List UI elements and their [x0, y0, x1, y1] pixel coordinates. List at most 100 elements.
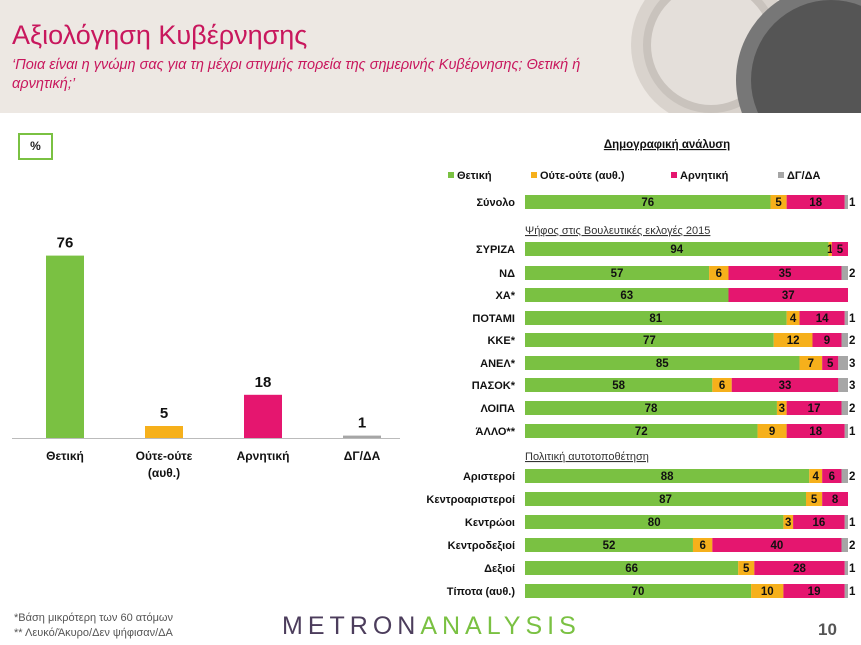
row-label-1-5: ΑΝΕΛ* [480, 358, 516, 370]
row-label-2-5: Τίποτα (αυθ.) [447, 586, 516, 598]
segment-2-2-0 [525, 515, 784, 529]
footnote-small-base: *Βάση μικρότερη των 60 ατόμων [14, 612, 173, 624]
segment-value-1-7-1: 3 [779, 403, 785, 415]
segment-2-1-0 [525, 492, 807, 506]
segment-1-7-0 [525, 401, 777, 415]
segment-2-2-2 [793, 515, 845, 529]
segment-value-1-0-2: 5 [837, 244, 844, 256]
segment-value-1-6-3: 3 [849, 380, 855, 392]
segment-value-1-3-2: 14 [816, 313, 829, 325]
segment-1-1-1 [709, 266, 729, 280]
segment-value-2-5-0: 70 [632, 586, 645, 598]
segment-value-1-6-0: 58 [612, 380, 625, 392]
segment-value-1-3-0: 81 [649, 313, 662, 325]
segment-1-8-3 [844, 424, 848, 438]
row-label-1-1: ΝΔ [499, 268, 515, 280]
row-label-2-2: Κεντρώοι [465, 517, 515, 529]
page-number: 10 [818, 620, 837, 639]
segment-2-2-1 [783, 515, 794, 529]
row-label-1-3: ΠΟΤΑΜΙ [472, 313, 515, 325]
segment-value-2-1-2: 8 [832, 494, 839, 506]
group-header-2: Πολιτική αυτοτοποθέτηση [525, 451, 649, 463]
row-label-1-4: ΚΚΕ* [487, 335, 515, 347]
segment-2-4-3 [844, 561, 848, 575]
segment-1-4-2 [812, 333, 842, 347]
bar-3 [343, 435, 381, 438]
segment-value-1-6-2: 33 [779, 380, 792, 392]
segment-2-0-2 [822, 469, 842, 483]
segment-value-1-4-1: 12 [787, 335, 800, 347]
segment-1-8-1 [757, 424, 787, 438]
demographic-stacked-chart: Δημογραφική ανάλυση Θετική Ούτε-ούτε (αυθ.… [426, 139, 856, 598]
category-label-3: ΔΓ/ΔΑ [344, 449, 381, 463]
legend-label-3: ΔΓ/ΔΑ [787, 170, 820, 182]
segment-value-1-0-1: 1 [827, 244, 834, 256]
segment-value-1-3-1: 4 [790, 313, 797, 325]
segment-1-5-2 [822, 356, 839, 370]
legend-swatch-0 [448, 172, 454, 178]
segment-1-2-2 [728, 288, 848, 302]
legend-label-1: Ούτε-ούτε (αυθ.) [540, 170, 625, 182]
segment-2-4-0 [525, 561, 739, 575]
segment-value-1-0-0: 94 [670, 244, 683, 256]
segment-value-2-2-0: 80 [648, 517, 661, 529]
row-label-2-1: Κεντροαριστεροί [426, 494, 515, 506]
segment-2-0-0 [525, 469, 810, 483]
row-label-2-0: Αριστεροί [463, 471, 515, 483]
logo-part-b: ANALYSIS [420, 612, 581, 640]
segment-1-3-2 [799, 311, 845, 325]
segment-value-1-8-1: 9 [769, 426, 775, 438]
segment-value-2-0-1: 4 [812, 471, 819, 483]
bar-2 [244, 394, 282, 438]
segment-value-1-1-3: 2 [849, 268, 855, 280]
segment-value-1-4-2: 9 [824, 335, 830, 347]
segment-value-1-7-3: 2 [849, 403, 855, 415]
segment-2-4-1 [738, 561, 755, 575]
segment-2-3-2 [712, 538, 842, 552]
bar-value-3: 1 [358, 415, 366, 432]
legend-label-0: Θετική [457, 170, 492, 182]
segment-value-1-7-0: 78 [645, 403, 658, 415]
segment-1-7-3 [841, 401, 848, 415]
category-label-2: Αρνητική [237, 449, 290, 463]
segment-value-1-5-3: 3 [849, 358, 855, 370]
row-label-2-3: Κεντροδεξιοί [448, 540, 515, 552]
segment-value-2-1-0: 87 [659, 494, 672, 506]
segment-value-2-1-1: 5 [811, 494, 818, 506]
segment-1-4-3 [841, 333, 848, 347]
legend-swatch-1 [531, 172, 537, 178]
segment-0-0-1 [770, 195, 787, 209]
segment-value-1-1-2: 35 [779, 268, 792, 280]
legend-label-2: Αρνητική [680, 170, 729, 182]
row-label-1-8: ΆΛΛΟ** [476, 426, 516, 438]
segment-value-0-0-0: 76 [641, 197, 654, 209]
segment-1-6-0 [525, 378, 713, 392]
segment-1-5-3 [838, 356, 848, 370]
group-header-1: Ψήφος στις Βουλευτικές εκλογές 2015 [525, 225, 710, 237]
page-subtitle: ‘Ποια είναι η γνώμη σας για τη μέχρι στι… [12, 57, 581, 92]
segment-value-2-2-1: 3 [785, 517, 791, 529]
segment-1-5-0 [525, 356, 800, 370]
segment-value-1-3-3: 1 [849, 313, 856, 325]
segment-2-3-0 [525, 538, 693, 552]
segment-1-2-0 [525, 288, 729, 302]
legend-swatch-2 [671, 172, 677, 178]
overall-bar-chart: 76 Θετική 5 Ούτε-ούτε (αυθ.) 18 Αρνητική 1 ΔΓ/ΔΑ [12, 235, 400, 480]
header-banner: Αξιολόγηση Κυβέρνησης ‘Ποια είναι η γνώμ… [0, 0, 861, 113]
segment-2-2-3 [844, 515, 848, 529]
category-label-0: Θετική [46, 449, 84, 463]
segment-1-8-0 [525, 424, 758, 438]
footnote-other: ** Λευκό/Άκυρο/Δεν ψήφισαν/ΔΑ [14, 627, 173, 639]
segment-value-2-2-2: 16 [813, 517, 826, 529]
segment-2-1-2 [822, 492, 848, 506]
segment-value-1-4-3: 2 [849, 335, 855, 347]
segment-1-0-2 [831, 242, 848, 256]
segment-value-2-3-2: 40 [771, 540, 784, 552]
segment-value-1-6-1: 6 [719, 380, 725, 392]
row-label-1-7: ΛΟΙΠΑ [480, 403, 515, 415]
segment-2-5-3 [844, 584, 848, 598]
segment-value-0-0-1: 5 [775, 197, 782, 209]
percent-label: % [18, 133, 53, 160]
logo-part-a: METRON [282, 612, 421, 640]
segment-value-2-3-3: 2 [849, 540, 855, 552]
